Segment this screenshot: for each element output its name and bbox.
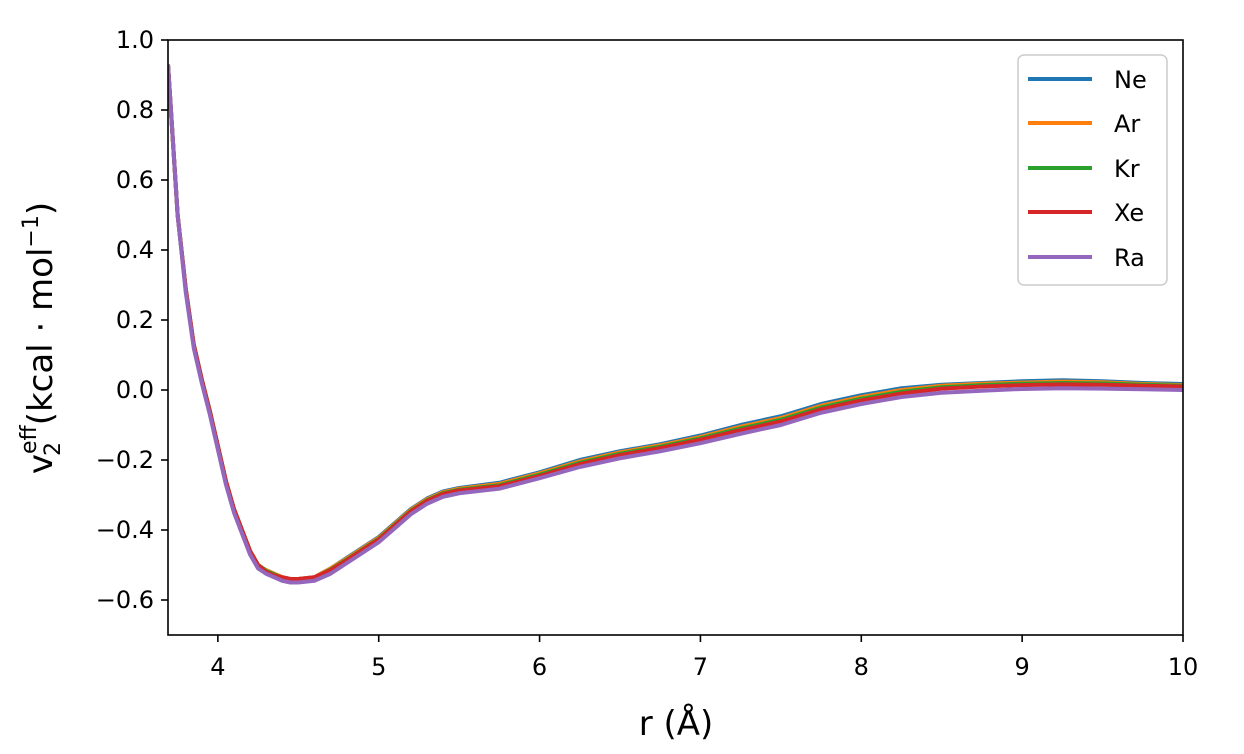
x-tick-label: 5 [371, 653, 386, 681]
y-axis-label-unit-suffix: ) [21, 202, 61, 215]
y-axis-label-sup: eff [17, 424, 42, 454]
y-axis-label: v2eff(kcal · mol−1) [17, 202, 66, 474]
plot-frame [167, 39, 1184, 636]
y-tick-label: −0.6 [96, 586, 154, 614]
series-line-ra [168, 64, 1183, 585]
y-tick-label: 0.0 [116, 376, 154, 404]
legend-label-ar: Ar [1114, 110, 1140, 138]
y-tick-label: 0.6 [116, 166, 154, 194]
legend-label-ra: Ra [1114, 244, 1145, 272]
x-axis-label: r (Å) [639, 703, 714, 744]
y-tick-label: 0.2 [116, 306, 154, 334]
x-tick-label: 7 [693, 653, 708, 681]
y-axis-label-unit-sup: −1 [19, 215, 44, 247]
series-layer [168, 64, 1183, 585]
x-tick-label: 8 [854, 653, 869, 681]
x-tick-label: 9 [1015, 653, 1030, 681]
legend: Ne Ar Kr Xe Ra [1017, 54, 1168, 286]
legend-label-xe: Xe [1114, 199, 1144, 227]
y-tick-label: −0.4 [96, 516, 154, 544]
y-tick-label: −0.2 [96, 446, 154, 474]
x-tick-label: 4 [210, 653, 225, 681]
y-axis-label-unit-prefix: (kcal · mol [21, 248, 61, 426]
legend-label-kr: Kr [1114, 155, 1140, 183]
y-tick-label: 1.0 [116, 26, 154, 54]
y-tick-label: 0.4 [116, 236, 154, 264]
ticks-layer: 4 5 6 7 8 9 10 1.0 0.8 0.6 0.4 0.2 0.0 −0.2 −0.4 −0.6 [96, 26, 1199, 681]
y-axis-label-base: v [21, 454, 61, 474]
x-tick-label: 6 [532, 653, 547, 681]
legend-label-ne: Ne [1114, 66, 1147, 94]
x-tick-label: 10 [1168, 653, 1199, 681]
legend-box [1017, 54, 1168, 286]
y-tick-label: 0.8 [116, 96, 154, 124]
y-axis-label-sub: 2 [41, 442, 66, 456]
